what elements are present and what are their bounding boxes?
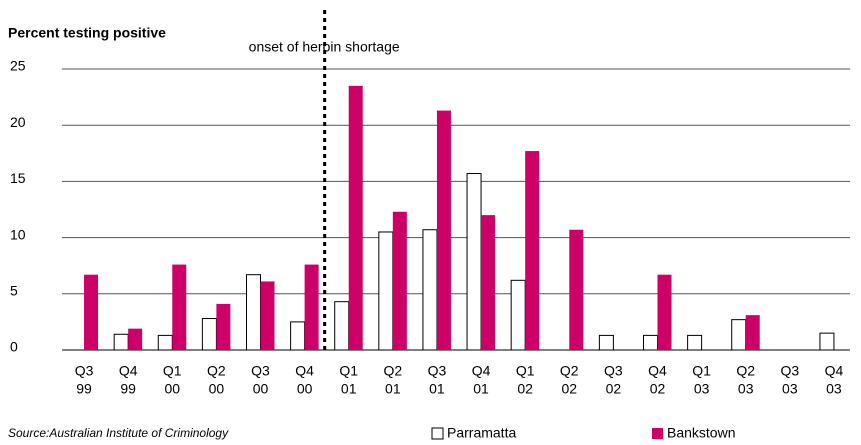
x-tick-label: 03 [694,381,710,397]
y-tick-label: 10 [10,226,26,242]
x-tick-label: 02 [561,381,577,397]
bar [216,303,231,350]
x-tick-label: 03 [826,381,842,397]
x-tick-label: 00 [297,381,313,397]
x-tick-label: Q4 [119,363,138,379]
chart-title: Percent testing positive [8,25,166,41]
bar [481,215,496,350]
x-tick-label: Q3 [251,363,270,379]
bar [687,334,703,351]
x-tick-label: Q2 [736,363,755,379]
x-tick-label: Q4 [472,363,491,379]
bar [510,279,526,351]
x-tick-label: 00 [253,381,269,397]
x-tick-label: 02 [606,381,622,397]
x-tick-label: 01 [341,381,357,397]
legend-swatch [431,427,444,440]
x-tick-label: Q3 [428,363,447,379]
x-tick-label: 01 [473,381,489,397]
x-tick-label: Q3 [75,363,94,379]
bar [201,318,217,351]
source: Source:Australian Institute of Criminolo… [8,426,229,440]
legend-label: Parramatta [447,425,516,441]
bar [172,264,187,350]
bar [731,319,747,351]
bar [334,301,350,351]
x-tick-label: 02 [650,381,666,397]
y-tick-label: 20 [10,114,26,130]
x-tick-label: Q1 [339,363,358,379]
bar [569,229,584,350]
x-tick-label: Q4 [295,363,314,379]
bar [819,332,835,351]
x-tick-label: 00 [209,381,225,397]
x-tick-label: 03 [738,381,754,397]
x-tick-label: Q1 [163,363,182,379]
bar [378,231,394,351]
legend-label: Bankstown [667,425,735,441]
y-tick-label: 5 [10,283,18,299]
x-tick-label: Q3 [780,363,799,379]
x-tick-label: 01 [429,381,445,397]
x-tick-label: Q1 [516,363,535,379]
bar [392,211,407,350]
bar [84,274,99,350]
bar [348,85,363,351]
x-tick-label: Q3 [604,363,623,379]
bar [113,333,129,351]
x-tick-label: Q2 [207,363,226,379]
bar [246,274,261,351]
x-tick-label: 99 [76,381,92,397]
x-tick-label: Q2 [383,363,402,379]
x-tick-label: 02 [517,381,533,397]
y-tick-label: 0 [10,339,18,355]
annotation: onset of heroin shortage [249,39,400,55]
x-tick-label: Q1 [692,363,711,379]
bar [436,110,451,350]
x-tick-label: 00 [164,381,180,397]
legend-swatch [652,428,663,439]
x-tick-label: 03 [782,381,798,397]
x-tick-label: Q4 [825,363,844,379]
bar [304,264,319,350]
y-tick-label: 15 [10,170,26,186]
bar [466,173,482,351]
bar [260,281,275,350]
bar [128,328,143,350]
bar [422,229,438,351]
bar [657,274,672,350]
bar [643,334,658,351]
bar [598,334,614,351]
y-tick-label: 25 [10,58,26,74]
bar [745,315,760,350]
x-tick-label: Q2 [560,363,579,379]
bar [290,321,306,351]
x-tick-label: 99 [120,381,136,397]
x-tick-label: 01 [385,381,401,397]
bar [157,334,173,351]
bar [525,151,540,350]
x-tick-label: Q4 [648,363,667,379]
